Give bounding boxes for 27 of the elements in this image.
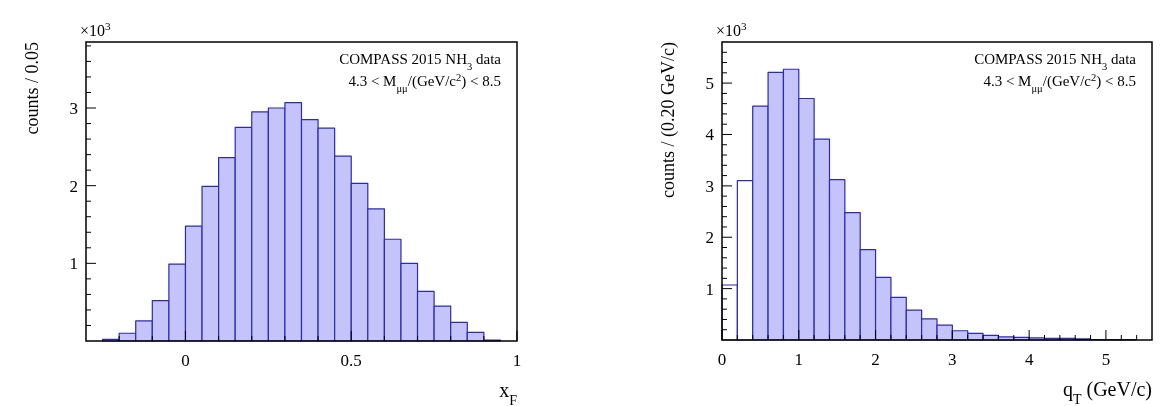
y-tick-label: 1 — [69, 254, 78, 274]
annotation: 4.3 < M$_{μμ}$/(GeV/c$^{2}$) < 8.5 — [983, 71, 1136, 94]
y-tick-label: 3 — [705, 176, 714, 196]
y-tick-label: 5 — [705, 74, 714, 94]
y-tick-label: 2 — [69, 176, 78, 196]
x-axis-title: x$_{F}$ — [499, 379, 518, 406]
x-axis-title: q$_{T}$ (GeV/c) — [1062, 378, 1152, 406]
y-axis-title: counts / (0.20 GeV/c) — [658, 42, 679, 198]
y-tick-label: 2 — [705, 228, 714, 248]
annotation: COMPASS 2015 NH$_{3}$ data — [339, 51, 502, 72]
x-tick-label: 3 — [948, 350, 957, 369]
y-tick-label: 4 — [705, 125, 715, 145]
y-axis-title: counts / 0.05 — [22, 42, 42, 135]
x-tick-label: 0 — [181, 351, 190, 370]
x-tick-label: 0.5 — [340, 351, 362, 370]
x-tick-label: 1 — [794, 350, 804, 369]
x-tick-label: 5 — [1101, 350, 1111, 369]
x-tick-label: 2 — [871, 350, 880, 369]
annotation: 4.3 < M$_{μμ}$/(GeV/c$^{2}$) < 8.5 — [348, 71, 501, 94]
x-tick-label: 4 — [1024, 350, 1034, 369]
y-tick-label: 1 — [705, 279, 714, 299]
x-tick-label: 1 — [512, 351, 522, 370]
annotation: COMPASS 2015 NH$_{3}$ data — [974, 51, 1137, 72]
x-tick-label: 0 — [717, 350, 727, 369]
text: ×10$^{3}$ — [80, 20, 112, 39]
y-tick-label: 3 — [69, 99, 78, 119]
text: ×10$^{3}$ — [716, 20, 748, 39]
